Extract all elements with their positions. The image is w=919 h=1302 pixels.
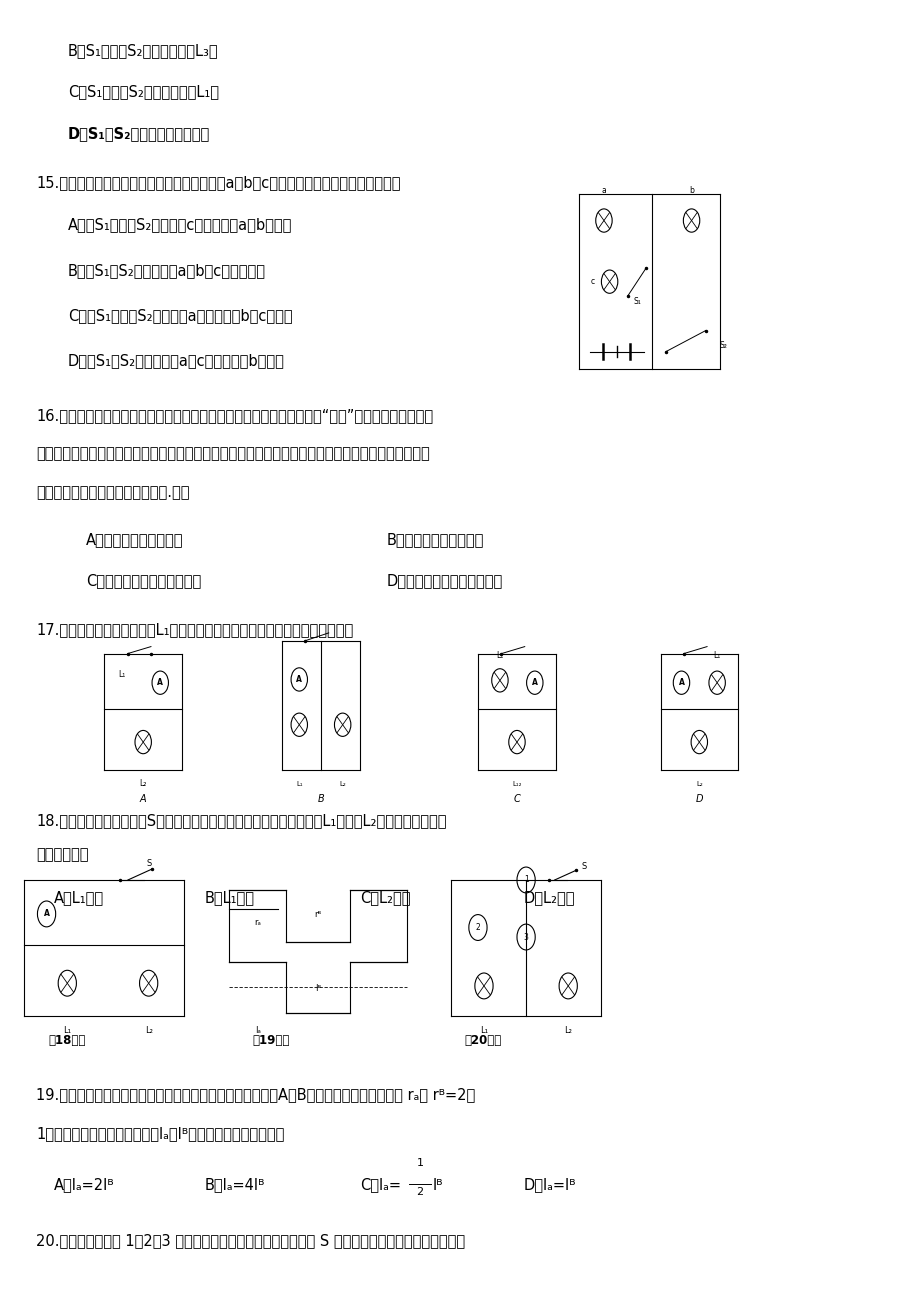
Text: L₂: L₂ [144,1026,153,1035]
Text: 第19题图: 第19题图 [252,1034,289,1047]
Text: b: b [688,186,693,194]
Text: a: a [601,186,606,194]
Text: A、当S₁断开，S₂闭合时，c灯不发光，a、b灯发光: A、当S₁断开，S₂闭合时，c灯不发光，a、b灯发光 [68,217,292,233]
Text: Iₐ: Iₐ [255,1026,260,1035]
Text: D、S₁、S₂都闭合时，电路短路: D、S₁、S₂都闭合时，电路短路 [68,126,210,141]
Text: L₂: L₂ [339,780,346,786]
Text: C、S₁断开，S₂闭合时，只有L₁亮: C、S₁断开，S₂闭合时，只有L₁亮 [68,85,219,99]
Text: A: A [157,678,163,687]
Text: C、使电路由串联变成了并联: C、使电路由串联变成了并联 [86,573,201,589]
Text: L₁: L₁ [713,651,720,660]
Text: A、石墨使供电线路短路: A、石墨使供电线路短路 [86,533,184,547]
Text: A: A [43,909,50,918]
Text: 1: 1 [523,875,528,884]
Text: S₁: S₁ [633,297,641,306]
Text: S₂: S₂ [719,341,727,350]
Text: B、石墨使供电线路断路: B、石墨使供电线路断路 [387,533,484,547]
Text: D: D [695,794,702,805]
Text: 17.用电流表测量通过小灯泡L₁的电流，图中的四个电路图中正确的是（　　）: 17.用电流表测量通过小灯泡L₁的电流，图中的四个电路图中正确的是（ ） [36,622,353,638]
Text: L₂: L₂ [563,1026,572,1035]
Text: Iᴮ: Iᴮ [432,1177,443,1193]
Text: 的损害，这种炸弹的原理应为（　.　）: 的损害，这种炸弹的原理应为（ . ） [36,486,189,500]
Text: 1: 1 [416,1159,423,1168]
Text: C、当S₁闭合，S₂断开时，a灯不发光，b、c灯发光: C、当S₁闭合，S₂断开时，a灯不发光，b、c灯发光 [68,309,292,323]
Text: D、L₂短路: D、L₂短路 [523,891,574,905]
Text: A: A [140,794,146,805]
Text: A、Iₐ=2Iᴮ: A、Iₐ=2Iᴮ [54,1177,115,1193]
Text: B: B [317,794,324,805]
Text: A: A [678,678,684,687]
Text: C: C [513,794,520,805]
Text: L₁: L₁ [118,669,125,678]
Text: A: A [296,674,301,684]
Text: D、Iₐ=Iᴮ: D、Iₐ=Iᴮ [523,1177,575,1193]
Text: B、Iₐ=4Iᴮ: B、Iₐ=4Iᴮ [205,1177,265,1193]
Text: 2: 2 [475,923,480,932]
Text: S: S [146,859,151,868]
Text: 19.如图所示，有一根由某种材料制成的粗细不均匀的导线。A、B两处横截面积的半径之比 rₐ： rᴮ=2：: 19.如图所示，有一根由某种材料制成的粗细不均匀的导线。A、B两处横截面积的半径… [36,1087,475,1101]
Text: 20.图中的空白圆圈 1、2、3 不是电流表就是电压表。当闭合开关 S 后，三个电表都有正常读数，那么: 20.图中的空白圆圈 1、2、3 不是电流表就是电压表。当闭合开关 S 后，三个… [36,1233,465,1249]
Text: B、L₁短路: B、L₁短路 [205,891,255,905]
Text: 15.在如图所示的电路中，电源电压保持不变，a、b、c是三只相同的小灯泡，则（　　）: 15.在如图所示的电路中，电源电压保持不变，a、b、c是三只相同的小灯泡，则（ … [36,174,400,190]
Text: L₁: L₁ [63,1026,71,1035]
Text: C、L₂断路: C、L₂断路 [359,891,410,905]
Text: A、L₁断路: A、L₁断路 [54,891,105,905]
Text: L₁: L₁ [296,780,302,786]
Text: rₐ: rₐ [254,918,261,927]
Text: D、当S₁、S₂都断开时，a、c灯不发光，b灯发光: D、当S₁、S₂都断开时，a、c灯不发光，b灯发光 [68,353,285,368]
Text: rᴮ: rᴮ [314,910,322,919]
Text: 能是（　　）: 能是（ ） [36,848,88,863]
Text: 电线上空撒布大量导电的石墨丝条，漫天飞舞的石墨丝条破坏了供电系统，给人民生命财产造成非常大: 电线上空撒布大量导电的石墨丝条，漫天飞舞的石墨丝条破坏了供电系统，给人民生命财产… [36,447,429,462]
Text: S: S [581,862,586,871]
Text: L₂: L₂ [695,780,702,786]
Text: 2: 2 [416,1186,423,1197]
Text: C、Iₐ=: C、Iₐ= [359,1177,401,1193]
Text: L₁: L₁ [480,1026,487,1035]
Text: L₂: L₂ [140,779,147,788]
Text: Iᴮ: Iᴮ [315,984,321,993]
Text: A: A [531,678,537,687]
Text: 1，当有电流通过这一导线时，Iₐ与Iᴮ的关系正确的是（　　）: 1，当有电流通过这一导线时，Iₐ与Iᴮ的关系正确的是（ ） [36,1126,284,1141]
Text: 3: 3 [523,932,528,941]
Text: B、S₁闭合，S₂断开时，只有L₃亮: B、S₁闭合，S₂断开时，只有L₃亮 [68,43,219,59]
Text: 第18题图: 第18题图 [48,1034,85,1047]
Text: L₁₂: L₁₂ [512,780,521,786]
Text: 第20题图: 第20题图 [464,1034,501,1047]
Text: c: c [590,277,594,286]
Text: D、使电路由并联变成了串联: D、使电路由并联变成了串联 [387,573,503,589]
Text: 16.以美国为首的北约多国部队，在空袁主权国家南联盟时，使用了一种“缺德”炸弹：它爆炸时在供: 16.以美国为首的北约多国部队，在空袁主权国家南联盟时，使用了一种“缺德”炸弹：… [36,408,433,423]
Text: 18.如图所示的电路，开关S闭合后，发现电流表指针有明显的偏转，而L₁不亮，L₂亮，则电路故障可: 18.如图所示的电路，开关S闭合后，发现电流表指针有明显的偏转，而L₁不亮，L₂… [36,812,446,828]
Text: B、当S₁、S₂都闭合时，a、b、c三灯均发光: B、当S₁、S₂都闭合时，a、b、c三灯均发光 [68,263,266,277]
Text: L₁: L₁ [495,651,503,660]
